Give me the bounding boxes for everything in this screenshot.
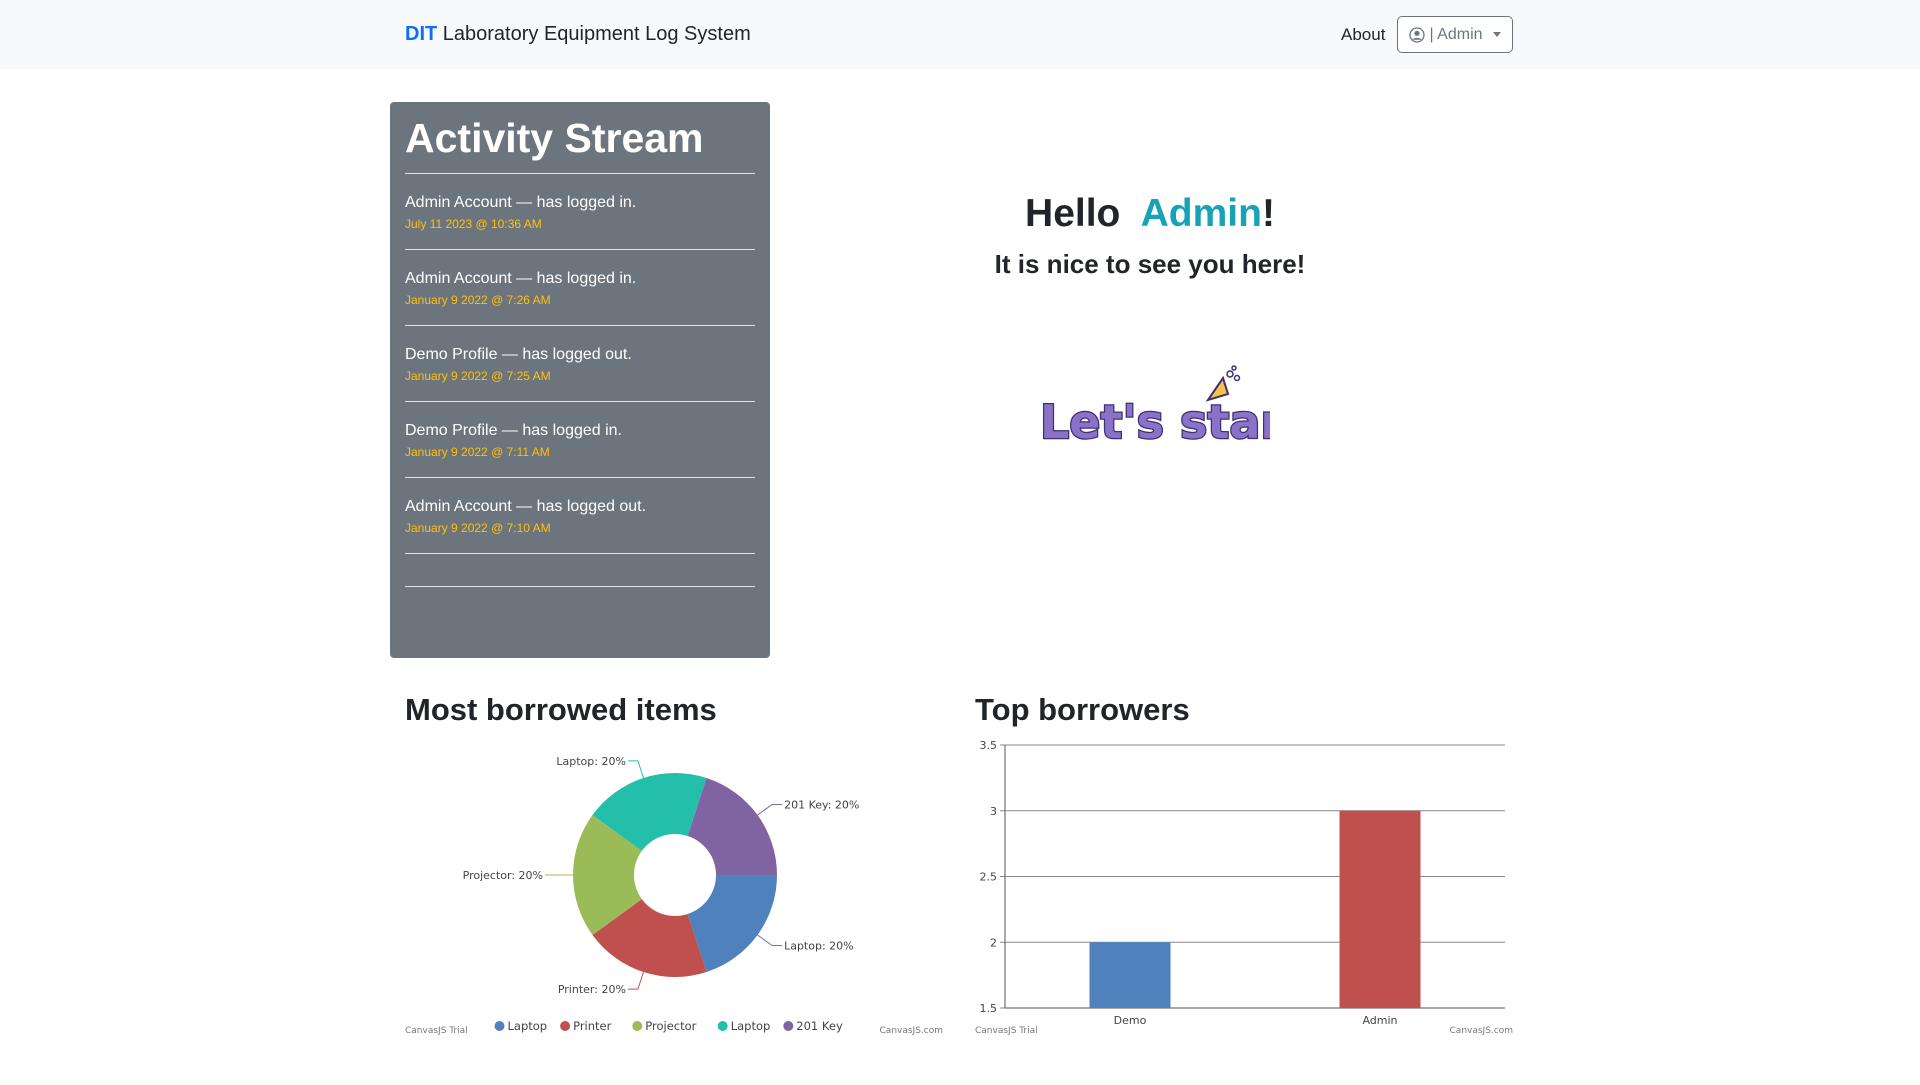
legend-label: 201 Key xyxy=(796,1019,843,1033)
bar xyxy=(1089,942,1171,1008)
bar xyxy=(1339,810,1421,1008)
pie-chart-title: Most borrowed items xyxy=(405,692,717,727)
legend-label: Laptop xyxy=(731,1019,771,1033)
y-tick-label: 3 xyxy=(990,805,997,818)
brand-prefix: DIT xyxy=(405,23,438,45)
chart-credit: CanvasJS.com xyxy=(880,1026,943,1036)
user-menu-label: | Admin xyxy=(1429,25,1483,43)
pie-slice xyxy=(592,773,707,851)
activity-item-time: January 9 2022 @ 7:11 AM xyxy=(405,445,550,459)
pie-label-connector xyxy=(627,760,644,779)
pie-slice xyxy=(573,815,642,935)
bar-chart: 1.5 2 2.5 3 3.5 Demo Admin CanvasJS Trial Canvas… xyxy=(975,739,1513,1036)
y-tick-label: 2 xyxy=(990,936,997,949)
party-popper-icon xyxy=(1205,365,1241,402)
greeting-subtitle: It is nice to see you here! xyxy=(994,249,1306,279)
pie-slice xyxy=(687,875,777,973)
pie-slice-label: Laptop: 20% xyxy=(784,940,854,953)
chart-credit: CanvasJS Trial xyxy=(975,1026,1038,1036)
activity-stream-panel: Activity Stream Admin Account — has logg… xyxy=(390,102,770,658)
legend-marker xyxy=(632,1021,643,1031)
activity-item-time: January 9 2022 @ 7:25 AM xyxy=(405,369,551,383)
legend-marker xyxy=(717,1021,728,1031)
greeting-exclaim: ! xyxy=(1261,192,1275,235)
lets-start-text: Let's start! xyxy=(1040,395,1270,449)
lets-start-illustration: Let's start! xyxy=(1039,365,1270,450)
activity-item-text: Admin Account — has logged in. xyxy=(405,270,637,287)
nav-about-link[interactable]: About xyxy=(1341,25,1386,44)
pie-label-connector xyxy=(627,971,644,990)
legend-label: Printer xyxy=(573,1019,612,1033)
activity-item: Admin Account — has logged in. January 9… xyxy=(405,250,755,326)
pie-slice-label: 201 Key: 20% xyxy=(784,798,859,811)
legend-label: Projector xyxy=(645,1019,696,1033)
activity-item-text: Admin Account — has logged in. xyxy=(405,194,637,211)
pie-slice-label: Printer: 20% xyxy=(558,983,626,996)
greeting-username: Admin xyxy=(1140,192,1262,235)
pie-label-connector xyxy=(757,934,783,947)
bar-chart-title: Top borrowers xyxy=(975,692,1190,727)
y-tick-label: 3.5 xyxy=(980,739,998,752)
activity-stream-title: Activity Stream xyxy=(405,102,755,174)
pie-slice xyxy=(687,777,777,875)
activity-item-time: January 9 2022 @ 7:10 AM xyxy=(405,521,551,535)
brand-title: Laboratory Equipment Log System xyxy=(442,23,751,45)
activity-item-text: Demo Profile — has logged out. xyxy=(405,346,632,363)
pie-slice xyxy=(592,899,707,977)
activity-empty-row xyxy=(405,554,755,587)
legend-marker xyxy=(494,1021,505,1031)
chart-credit: CanvasJS Trial xyxy=(405,1026,468,1036)
activity-item-text: Demo Profile — has logged in. xyxy=(405,422,622,439)
user-circle-icon xyxy=(1409,26,1426,43)
navbar: DIT Laboratory Equipment Log System Abou… xyxy=(0,0,1920,69)
legend-marker xyxy=(783,1021,794,1031)
activity-item: Demo Profile — has logged out. January 9… xyxy=(405,326,755,402)
chevron-down-icon xyxy=(1492,32,1501,37)
legend-marker xyxy=(560,1021,571,1031)
pie-chart: Laptop: 20% Printer: 20% Projector: 20% Lap… xyxy=(405,755,943,1036)
activity-item-text: Admin Account — has logged out. xyxy=(405,498,647,515)
activity-item-time: July 11 2023 @ 10:36 AM xyxy=(405,217,542,231)
pie-slice-label: Projector: 20% xyxy=(463,869,543,882)
chart-credit: CanvasJS.com xyxy=(1450,1026,1513,1036)
pie-slice-label: Laptop: 20% xyxy=(556,755,626,768)
activity-item-time: January 9 2022 @ 7:26 AM xyxy=(405,293,551,307)
activity-item: Admin Account — has logged out. January … xyxy=(405,478,755,554)
legend-label: Laptop xyxy=(508,1019,548,1033)
x-tick-label: Admin xyxy=(1362,1014,1397,1027)
y-tick-label: 2.5 xyxy=(980,871,998,884)
x-tick-label: Demo xyxy=(1114,1014,1147,1027)
y-tick-label: 1.5 xyxy=(980,1002,998,1015)
greeting-heading: Hello Admin! xyxy=(900,190,1400,238)
activity-item: Admin Account — has logged in. July 11 2… xyxy=(405,174,755,250)
greeting-hello: Hello xyxy=(1025,192,1121,235)
activity-item: Demo Profile — has logged in. January 9 … xyxy=(405,402,755,478)
pie-label-connector xyxy=(757,803,783,816)
user-menu-button[interactable]: | Admin xyxy=(1397,16,1513,53)
brand-link[interactable]: DIT Laboratory Equipment Log System xyxy=(405,23,751,46)
